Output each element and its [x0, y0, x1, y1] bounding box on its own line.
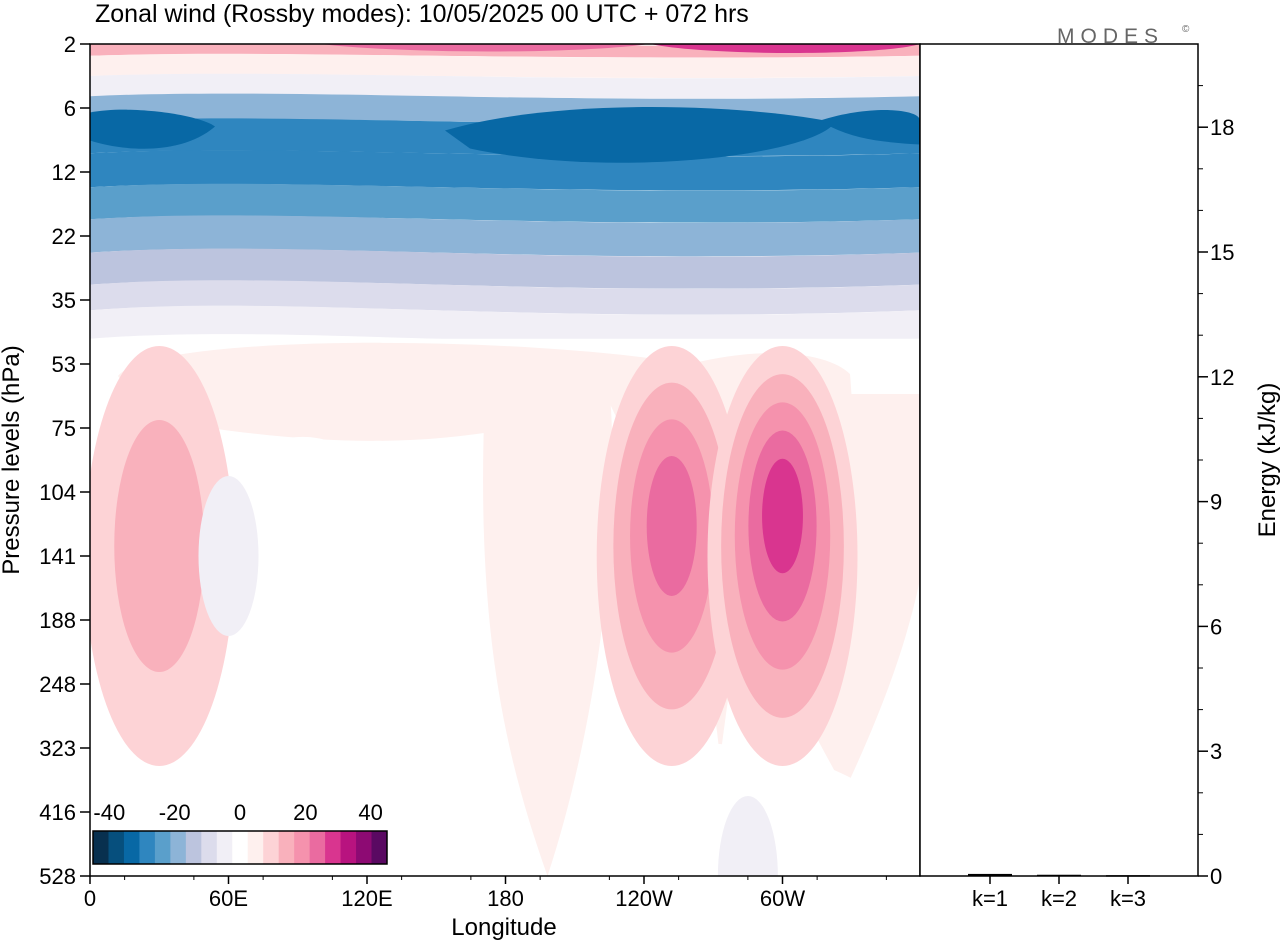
y-axis: 2 6 12 22 35 53 75 104 141 188 248 323 416 528 — [39, 32, 90, 889]
energy-bar — [968, 873, 1012, 876]
colorbar-swatch — [93, 831, 109, 864]
stratosphere-band — [90, 280, 920, 315]
x-tick-label: 120W — [615, 886, 673, 911]
colorbar-swatch — [154, 831, 171, 864]
y-tick-label: 53 — [52, 352, 76, 377]
energy-tick-label: 0 — [1210, 864, 1222, 889]
modes-logo-mark: © — [1182, 24, 1190, 35]
colorbar-swatch — [216, 831, 233, 864]
y-tick-label: 22 — [52, 224, 76, 249]
y-tick-label: 323 — [39, 736, 76, 761]
colorbar-tick-label: 20 — [293, 800, 317, 825]
energy-category-label: k=2 — [1041, 886, 1077, 911]
y-axis-label: Pressure levels (hPa) — [0, 345, 25, 574]
jet-core-contour — [762, 458, 803, 574]
tropo-weak-easterly — [90, 634, 180, 876]
colorbar-swatch — [108, 831, 125, 864]
easterly-core — [445, 107, 835, 163]
colorbar-swatch — [185, 831, 202, 864]
y-tick-label: 104 — [39, 480, 76, 505]
chart-title: Zonal wind (Rossby modes): 10/05/2025 00… — [95, 0, 749, 28]
tropo-weak-easterly — [405, 495, 485, 876]
westerly-strip — [650, 44, 920, 53]
stratosphere-band — [90, 248, 920, 289]
tropo-weak-easterly — [630, 730, 920, 876]
x-tick-label: 60E — [209, 886, 248, 911]
stratosphere-band — [90, 53, 920, 79]
jet-core-contour — [646, 456, 697, 596]
stratosphere-band — [90, 183, 920, 223]
y-tick-label: 6 — [64, 96, 76, 121]
y-tick-label: 2 — [64, 32, 76, 57]
colorbar-swatch — [278, 831, 295, 864]
energy-tick-label: 18 — [1210, 115, 1234, 140]
colorbar-swatch — [232, 831, 249, 864]
x-tick-label: 180 — [487, 886, 524, 911]
y-tick-label: 416 — [39, 800, 76, 825]
jet-core-contour — [114, 420, 205, 672]
y-tick-label: 141 — [39, 544, 76, 569]
energy-bar-chart: 0 3 6 9 12 15 18 k=1 k=2 k=3 — [968, 85, 1234, 911]
y-tick-label: 528 — [39, 864, 76, 889]
stratosphere-band — [90, 73, 920, 99]
colorbar-tick-label: 40 — [358, 800, 382, 825]
stratosphere-band — [90, 215, 920, 257]
x-tick-label: 120E — [341, 886, 392, 911]
colorbar-swatch — [123, 831, 140, 864]
y-tick-label: 248 — [39, 672, 76, 697]
energy-category-label: k=3 — [1110, 886, 1146, 911]
easterly-contour — [198, 476, 259, 636]
energy-tick-label: 12 — [1210, 365, 1234, 390]
energy-tick-label: 3 — [1210, 739, 1222, 764]
x-tick-label: 60W — [760, 886, 805, 911]
energy-tick-label: 9 — [1210, 490, 1222, 515]
westerly-strip — [320, 44, 650, 52]
y-tick-label: 35 — [52, 288, 76, 313]
colorbar-swatch — [309, 831, 326, 864]
colorbar-swatch — [170, 831, 187, 864]
x-tick-label: 0 — [84, 886, 96, 911]
colorbar-swatch — [325, 831, 342, 864]
stratosphere-band — [90, 150, 920, 191]
y-tick-label: 188 — [39, 608, 76, 633]
easterly-core — [90, 109, 215, 149]
tropo-weak-easterly — [234, 436, 358, 876]
stratosphere-band — [90, 305, 920, 344]
colorbar-swatch — [247, 831, 264, 864]
colorbar-swatch — [294, 831, 311, 864]
energy-axis-label: Energy (kJ/kg) — [1254, 383, 1280, 538]
colorbar: -40 -20 0 20 40 — [92, 800, 388, 865]
colorbar-tick-label: -40 — [93, 800, 125, 825]
energy-panel-frame — [919, 43, 1199, 877]
colorbar-tick-label: 0 — [234, 800, 246, 825]
easterly-core — [820, 110, 920, 145]
tropo-column — [483, 394, 613, 876]
modes-logo: MODES © — [1057, 24, 1190, 48]
energy-category-label: k=1 — [972, 886, 1008, 911]
heatmap-plot-area — [90, 44, 920, 876]
troposphere-field — [90, 338, 920, 876]
colorbar-tick-label: -20 — [159, 800, 191, 825]
colorbar-swatch — [371, 831, 388, 864]
x-axis-label: Longitude — [451, 914, 556, 941]
energy-tick-label: 15 — [1210, 240, 1234, 265]
colorbar-swatch — [139, 831, 156, 864]
y-tick-label: 75 — [52, 416, 76, 441]
energy-bar — [1106, 875, 1150, 877]
energy-tick-label: 6 — [1210, 614, 1222, 639]
colorbar-swatch — [201, 831, 218, 864]
colorbar-swatch — [263, 831, 280, 864]
colorbar-swatch — [340, 831, 357, 864]
energy-bar — [1037, 874, 1081, 877]
x-axis: 0 60E 120E 180 120W 60W — [84, 876, 887, 911]
y-tick-label: 12 — [52, 160, 76, 185]
colorbar-swatch — [356, 831, 373, 864]
easterly-contour — [717, 796, 778, 876]
modes-logo-text: MODES — [1057, 25, 1164, 48]
colorbar-frame — [92, 830, 388, 865]
